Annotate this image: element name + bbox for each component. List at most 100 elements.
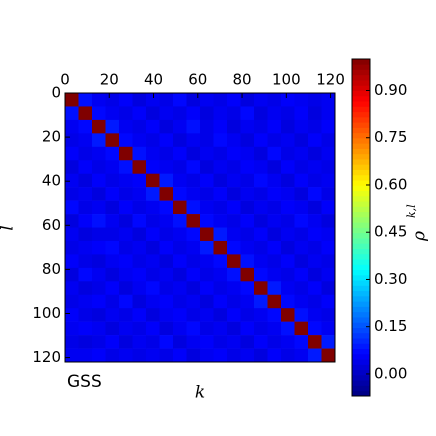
- heatmap-cell: [294, 214, 309, 228]
- colorbar-segment: [352, 364, 370, 371]
- heatmap-cell: [105, 133, 120, 148]
- colorbar-segment: [352, 174, 370, 181]
- heatmap-cell: [92, 200, 106, 215]
- heatmap-cell: [159, 214, 174, 228]
- heatmap-cell: [281, 187, 295, 201]
- heatmap-cell: [227, 187, 241, 201]
- heatmap-cell: [213, 267, 228, 282]
- colorbar-segment: [352, 159, 370, 165]
- heatmap-cell: [321, 227, 336, 242]
- heatmap-cell: [105, 146, 120, 161]
- heatmap-cell: [321, 187, 336, 201]
- heatmap-cell: [173, 200, 187, 215]
- heatmap-cell: [321, 106, 336, 121]
- heatmap-cell: [227, 321, 241, 336]
- heatmap-cell: [308, 348, 322, 363]
- heatmap-cell: [308, 294, 322, 309]
- y-tick-label: 20: [42, 128, 61, 146]
- heatmap-cell: [267, 93, 282, 107]
- heatmap-cell: [173, 348, 187, 363]
- heatmap-cell: [240, 308, 255, 322]
- heatmap-cell: [294, 240, 309, 255]
- heatmap-cell: [65, 200, 79, 215]
- heatmap-cell: [294, 173, 309, 188]
- colorbar-segment: [352, 80, 370, 86]
- heatmap-cell: [132, 267, 147, 282]
- heatmap-cell: [254, 321, 268, 336]
- heatmap-cell: [227, 160, 241, 174]
- heatmap-cell: [213, 348, 228, 363]
- heatmap-cell: [78, 200, 93, 215]
- heatmap-cell: [227, 294, 241, 309]
- heatmap-cell: [267, 294, 282, 309]
- heatmap-cell: [173, 106, 187, 121]
- heatmap-cell: [321, 173, 336, 188]
- heatmap-cell: [132, 187, 147, 201]
- colorbar-segment: [352, 95, 370, 102]
- heatmap-cell: [227, 308, 241, 322]
- colorbar-tick-label: 0.00: [374, 364, 407, 382]
- heatmap-cell: [173, 267, 187, 282]
- heatmap-cell: [227, 348, 241, 363]
- heatmap-cell: [92, 240, 106, 255]
- colorbar-segment: [352, 85, 370, 91]
- heatmap-cell: [294, 160, 309, 174]
- colorbar-segment: [352, 322, 370, 328]
- heatmap-cell: [119, 106, 133, 121]
- heatmap-cell: [132, 133, 147, 148]
- heatmap-cell: [65, 308, 79, 322]
- colorbar-segment: [352, 248, 370, 255]
- heatmap-cell: [227, 133, 241, 148]
- heatmap-cell: [132, 335, 147, 349]
- colorbar-segment: [352, 290, 370, 297]
- heatmap-cell: [254, 227, 268, 242]
- heatmap-cell: [78, 321, 93, 336]
- heatmap-cell: [213, 106, 228, 121]
- heatmap-cell: [159, 321, 174, 336]
- heatmap-cell: [78, 308, 93, 322]
- heatmap-cell: [321, 308, 336, 322]
- colorbar-segment: [352, 274, 370, 281]
- heatmap-cell: [254, 308, 268, 322]
- heatmap-cell: [78, 146, 93, 161]
- heatmap-cell: [294, 348, 309, 363]
- heatmap-cell: [186, 281, 201, 296]
- heatmap-cell: [173, 335, 187, 349]
- y-tick-label: 80: [42, 260, 61, 278]
- colorbar-segment: [352, 69, 370, 76]
- heatmap-cell: [308, 200, 322, 215]
- colorbar-segment: [352, 232, 370, 239]
- heatmap-cell: [105, 173, 120, 188]
- heatmap-cell: [105, 119, 120, 134]
- colorbar-segment: [352, 317, 370, 323]
- heatmap-cell: [173, 146, 187, 161]
- heatmap-cell: [200, 240, 214, 255]
- colorbar-segment: [352, 195, 370, 202]
- heatmap-cell: [92, 254, 106, 269]
- heatmap-cell: [146, 308, 160, 322]
- heatmap-cell: [92, 214, 106, 228]
- y-tick-label: 40: [42, 172, 61, 190]
- heatmap-cell: [294, 187, 309, 201]
- colorbar-label: ρ k,l: [405, 204, 430, 242]
- heatmap-cell: [132, 93, 147, 107]
- heatmap-cell: [267, 240, 282, 255]
- heatmap-cell: [119, 200, 133, 215]
- heatmap-cell: [240, 227, 255, 242]
- heatmap-cell: [240, 146, 255, 161]
- heatmap-cell: [321, 119, 336, 134]
- heatmap-cell: [281, 254, 295, 269]
- heatmap-cell: [132, 119, 147, 134]
- heatmap-cell: [78, 281, 93, 296]
- colorbar-segment: [352, 253, 370, 260]
- heatmap-cell: [159, 348, 174, 363]
- heatmap-cell: [186, 227, 201, 242]
- colorbar-segment: [352, 111, 370, 118]
- heatmap-cell: [308, 240, 322, 255]
- heatmap-cell: [200, 321, 214, 336]
- heatmap-cell: [173, 254, 187, 269]
- heatmap-cell: [78, 160, 93, 174]
- heatmap-cell: [281, 267, 295, 282]
- heatmap-cell: [159, 267, 174, 282]
- heatmap-cell: [240, 281, 255, 296]
